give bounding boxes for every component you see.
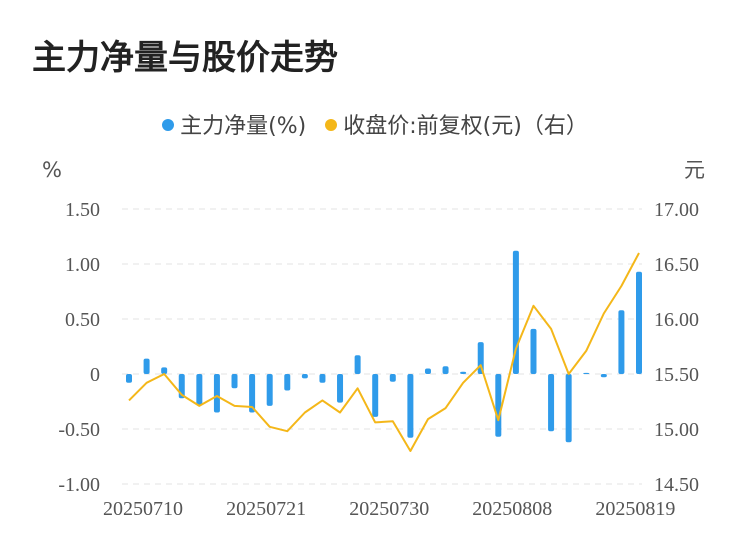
legend-label-net-volume: 主力净量(%): [180, 114, 307, 139]
net-volume-bar[interactable]: [213, 374, 220, 413]
left-tick-label: 0.50: [65, 309, 100, 331]
net-volume-bar[interactable]: [126, 374, 132, 383]
right-tick-label: 15.50: [654, 364, 699, 386]
net-volume-bar[interactable]: [354, 355, 361, 374]
line-series: [128, 252, 640, 452]
net-volume-bar[interactable]: [231, 374, 238, 389]
legend-marker-net-volume: [162, 119, 175, 131]
legend-marker-close-price: [325, 119, 338, 131]
right-tick-label: 16.50: [654, 254, 699, 276]
left-axis-unit: %: [42, 158, 62, 182]
legend-item-close-price[interactable]: 收盘价:前复权(元)（右）: [325, 108, 588, 140]
x-axis-ticks: 20250710 20250721 20250730 20250808 20250819: [103, 498, 675, 520]
net-volume-bar[interactable]: [319, 374, 326, 383]
net-volume-bar[interactable]: [583, 372, 590, 374]
x-tick-label: 20250808: [472, 498, 552, 520]
left-tick-label: 0: [90, 364, 100, 386]
net-volume-bar[interactable]: [565, 374, 572, 443]
net-volume-bar[interactable]: [424, 368, 431, 375]
chart-title: 主力净量与股价走势: [32, 38, 338, 78]
legend: 主力净量(%) 收盘价:前复权(元)（右）: [0, 108, 750, 140]
left-axis-ticks: 1.50 1.00 0.50 0 -0.50 -1.00: [58, 199, 100, 496]
net-volume-bar[interactable]: [301, 374, 308, 379]
close-price-line[interactable]: [128, 252, 640, 452]
net-volume-bar[interactable]: [460, 371, 467, 374]
bar-series: [126, 250, 642, 443]
net-volume-bar[interactable]: [161, 367, 168, 374]
net-volume-bar[interactable]: [196, 374, 203, 405]
net-volume-bar[interactable]: [266, 374, 273, 406]
legend-item-net-volume[interactable]: 主力净量(%): [162, 108, 306, 140]
right-tick-label: 14.50: [654, 474, 699, 496]
right-axis-ticks: 17.00 16.50 16.00 15.50 15.00 14.50: [654, 199, 699, 496]
net-volume-bar[interactable]: [249, 374, 256, 413]
net-volume-bar[interactable]: [548, 374, 555, 432]
left-tick-label: 1.00: [65, 254, 100, 276]
left-tick-label: 1.50: [65, 199, 100, 221]
net-volume-bar[interactable]: [495, 374, 502, 437]
net-volume-bar[interactable]: [143, 358, 150, 374]
net-volume-bar[interactable]: [372, 374, 379, 417]
net-volume-bar[interactable]: [618, 310, 625, 374]
right-tick-label: 16.00: [654, 309, 699, 331]
right-tick-label: 15.00: [654, 419, 699, 441]
x-tick-label: 20250819: [595, 498, 675, 520]
net-volume-bar[interactable]: [530, 328, 537, 374]
net-volume-bar[interactable]: [337, 374, 344, 403]
x-tick-label: 20250730: [349, 498, 429, 520]
x-tick-label: 20250721: [226, 498, 306, 520]
left-tick-label: -1.00: [58, 474, 100, 496]
grid-lines: [122, 208, 642, 485]
net-volume-bar[interactable]: [284, 374, 291, 391]
net-volume-bar[interactable]: [600, 374, 607, 378]
right-axis-unit: 元: [684, 158, 705, 182]
net-volume-bar[interactable]: [389, 374, 396, 382]
net-volume-bar[interactable]: [636, 271, 642, 374]
legend-label-close-price: 收盘价:前复权(元)（右）: [343, 114, 588, 139]
right-tick-label: 17.00: [654, 199, 699, 221]
left-tick-label: -0.50: [58, 419, 100, 441]
x-tick-label: 20250710: [103, 498, 183, 520]
net-volume-bar[interactable]: [407, 374, 414, 438]
net-volume-bar[interactable]: [442, 366, 449, 374]
